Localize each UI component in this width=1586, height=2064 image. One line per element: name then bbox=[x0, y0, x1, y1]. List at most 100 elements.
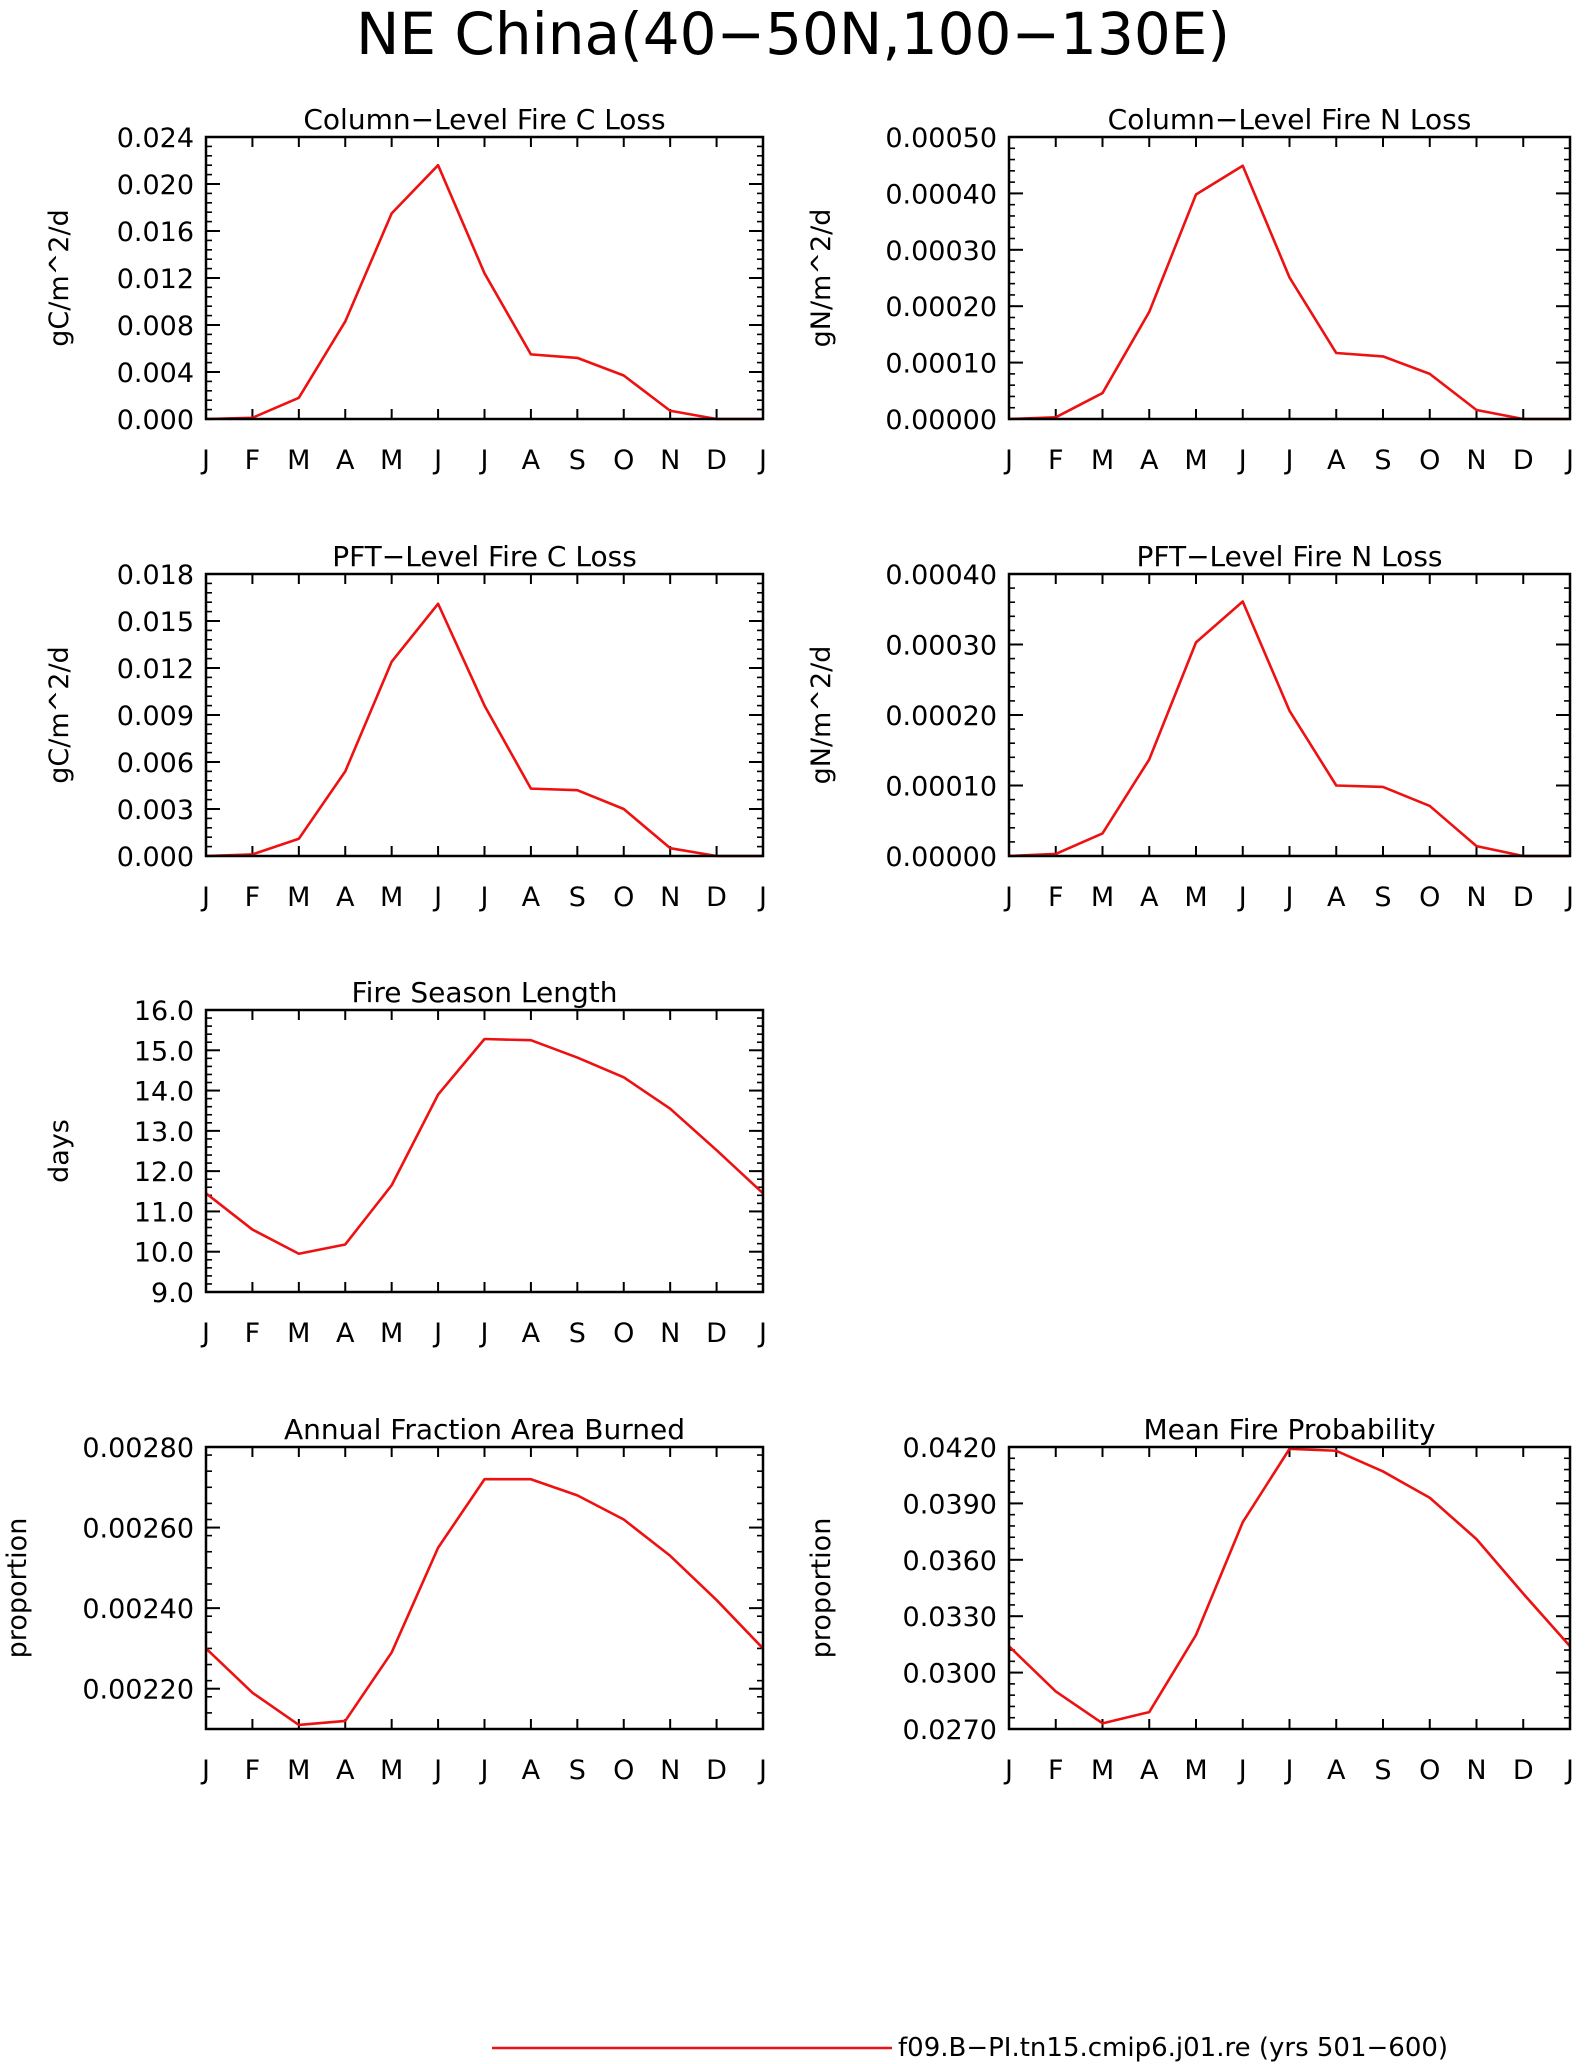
x-tick-label: O bbox=[613, 1755, 634, 1786]
x-tick-label: A bbox=[522, 1318, 541, 1349]
x-tick-label: O bbox=[1419, 882, 1440, 913]
x-tick-label: J bbox=[1564, 882, 1574, 913]
x-tick-label: M bbox=[287, 1318, 310, 1349]
y-axis-label: proportion bbox=[806, 1518, 837, 1659]
y-tick-label: 14.0 bbox=[134, 1077, 194, 1108]
plot-frame bbox=[204, 1008, 765, 1294]
y-tick-label: 0.00030 bbox=[885, 631, 997, 662]
x-tick-label: S bbox=[1374, 882, 1391, 913]
x-tick-label: O bbox=[613, 1318, 634, 1349]
y-tick-label: 0.0300 bbox=[903, 1659, 997, 1690]
y-tick-label: 0.004 bbox=[117, 358, 194, 389]
y-tick-label: 0.024 bbox=[117, 123, 194, 154]
x-tick-label: N bbox=[660, 882, 680, 913]
x-tick-label: F bbox=[245, 445, 261, 476]
x-tick-label: M bbox=[287, 445, 310, 476]
legend-label: f09.B−PI.tn15.cmip6.j01.re (yrs 501−600) bbox=[898, 2033, 1448, 2063]
x-tick-label: N bbox=[1466, 445, 1486, 476]
x-tick-label: J bbox=[757, 445, 767, 476]
y-tick-label: 0.00020 bbox=[885, 292, 997, 323]
y-axis-label: gN/m^2/d bbox=[806, 646, 837, 785]
y-tick-label: 16.0 bbox=[134, 996, 194, 1027]
x-tick-label: A bbox=[336, 1755, 355, 1786]
x-tick-label: A bbox=[336, 445, 355, 476]
y-tick-label: 0.00040 bbox=[885, 560, 997, 591]
series-line bbox=[205, 1477, 764, 1727]
series-line bbox=[205, 602, 763, 858]
x-tick-label: A bbox=[1140, 1755, 1159, 1786]
x-tick-label: J bbox=[1003, 445, 1013, 476]
x-tick-label: F bbox=[1048, 882, 1064, 913]
y-tick-label: 15.0 bbox=[134, 1036, 194, 1067]
x-tick-label: F bbox=[245, 1755, 261, 1786]
y-tick-label: 0.00000 bbox=[885, 842, 997, 873]
x-tick-label: J bbox=[479, 1755, 489, 1786]
y-tick-label: 0.012 bbox=[117, 264, 194, 295]
chart-panel: 0.00000 0.00010 0.00020 0.00030 0.00040 0.000… bbox=[806, 103, 1574, 476]
x-tick-label: J bbox=[200, 445, 210, 476]
y-tick-label: 9.0 bbox=[151, 1278, 194, 1309]
y-tick-label: 0.0390 bbox=[903, 1489, 997, 1520]
y-tick-label: 0.00040 bbox=[885, 179, 997, 210]
x-tick-label: J bbox=[757, 882, 767, 913]
x-tick-label: J bbox=[432, 882, 442, 913]
x-tick-label: J bbox=[479, 882, 489, 913]
y-axis-label: gN/m^2/d bbox=[806, 209, 837, 348]
x-tick-label: A bbox=[336, 882, 355, 913]
x-tick-label: J bbox=[432, 445, 442, 476]
y-tick-label: 0.00030 bbox=[885, 236, 997, 267]
x-tick-label: N bbox=[1466, 1755, 1486, 1786]
series-line bbox=[1008, 164, 1570, 421]
y-tick-label: 0.008 bbox=[117, 311, 194, 342]
y-axis-label: days bbox=[44, 1119, 75, 1183]
y-tick-label: 0.000 bbox=[117, 842, 194, 873]
series-line bbox=[205, 163, 763, 421]
x-tick-label: M bbox=[1184, 445, 1207, 476]
y-tick-label: 0.006 bbox=[117, 748, 194, 779]
x-tick-label: J bbox=[200, 882, 210, 913]
x-tick-label: J bbox=[479, 445, 489, 476]
y-axis-label: gC/m^2/d bbox=[44, 646, 75, 783]
x-tick-label: S bbox=[569, 1755, 586, 1786]
x-tick-label: S bbox=[1374, 1755, 1391, 1786]
x-tick-label: O bbox=[613, 445, 634, 476]
chart-title: Mean Fire Probability bbox=[1143, 1413, 1435, 1446]
x-tick-label: M bbox=[287, 1755, 310, 1786]
x-tick-label: D bbox=[706, 1755, 727, 1786]
x-tick-label: J bbox=[1003, 882, 1013, 913]
x-tick-label: A bbox=[522, 1755, 541, 1786]
page-title: NE China(40−50N,100−130E) bbox=[356, 0, 1230, 68]
y-tick-label: 10.0 bbox=[134, 1238, 194, 1269]
x-tick-label: J bbox=[1237, 445, 1247, 476]
x-tick-label: S bbox=[1374, 445, 1391, 476]
x-tick-label: F bbox=[1048, 445, 1064, 476]
x-tick-label: J bbox=[200, 1755, 210, 1786]
x-tick-label: J bbox=[432, 1318, 442, 1349]
x-tick-label: M bbox=[1091, 1755, 1114, 1786]
x-tick-label: M bbox=[380, 1318, 403, 1349]
x-tick-label: N bbox=[660, 1755, 680, 1786]
chart-title: Annual Fraction Area Burned bbox=[284, 1413, 685, 1446]
y-tick-label: 0.020 bbox=[117, 170, 194, 201]
x-tick-label: J bbox=[757, 1318, 767, 1349]
x-tick-label: M bbox=[380, 1755, 403, 1786]
plot-frame bbox=[1007, 572, 1572, 858]
x-tick-label: J bbox=[200, 1318, 210, 1349]
plot-frame bbox=[204, 572, 765, 858]
y-tick-label: 0.00010 bbox=[885, 349, 997, 380]
plot-frame bbox=[1007, 1445, 1572, 1731]
x-tick-label: M bbox=[380, 882, 403, 913]
y-tick-label: 0.00000 bbox=[885, 405, 997, 436]
x-tick-label: A bbox=[1327, 445, 1346, 476]
x-tick-label: A bbox=[522, 445, 541, 476]
y-tick-label: 0.0360 bbox=[903, 1546, 997, 1577]
plot-frame bbox=[204, 135, 765, 421]
plot-frame bbox=[1007, 135, 1572, 421]
plot-frame bbox=[204, 1445, 765, 1731]
chart-title: PFT−Level Fire C Loss bbox=[332, 540, 637, 573]
y-tick-label: 0.0330 bbox=[903, 1602, 997, 1633]
chart-panel: 9.010.011.012.013.014.015.016.0J F M A M J J A S… bbox=[44, 976, 767, 1349]
